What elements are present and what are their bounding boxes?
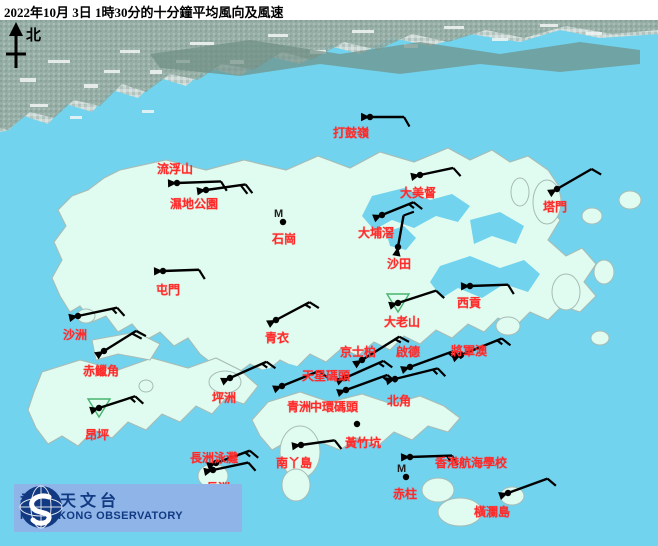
wind-barb (335, 359, 393, 386)
wind-barb (451, 337, 512, 363)
north-arrow-icon (6, 22, 26, 68)
wind-barb (291, 439, 343, 451)
station-label-16: 赤鱲角 (83, 364, 120, 378)
wind-barb (336, 373, 397, 398)
plover-cove (470, 212, 524, 244)
shenzhen-bay (0, 124, 150, 180)
wind-barb (460, 282, 515, 295)
wind-barb (353, 420, 361, 428)
wind-barb (547, 167, 602, 198)
station-label-15: 將軍澳 (451, 344, 488, 358)
outlying-islands (76, 177, 642, 527)
title-bar: 2022年10月 3日 1時30分的十分鐘平均風向及風速 (0, 0, 658, 20)
wind-barb: M (397, 463, 410, 481)
wind-barb (400, 453, 459, 466)
mainland-hills (0, 20, 658, 130)
station-label-18: 北角 (387, 394, 412, 408)
station-label-12: 青衣 (265, 331, 290, 345)
station-label-20: 青洲 (287, 400, 312, 414)
wind-barb (392, 210, 415, 257)
station-label-23: 黃竹坑 (345, 436, 382, 450)
wind-barb (352, 335, 410, 369)
wind-barb (385, 289, 445, 314)
station-label-9: 西貢 (457, 296, 482, 310)
station-label-6: 大埔滘 (358, 226, 395, 240)
station-label-24: 長洲泳灘 (190, 451, 239, 465)
station-label-4: 大美督 (400, 186, 437, 200)
station-label-29: 橫瀾島 (474, 505, 511, 519)
shatin-inlet (386, 226, 416, 250)
station-label-7: 沙田 (387, 257, 412, 271)
station-label-1: 流浮山 (157, 162, 194, 176)
station-label-0: 打鼓嶺 (333, 126, 370, 140)
station-label-14: 啟德 (396, 345, 421, 359)
station-label-2: 濕地公園 (170, 197, 219, 211)
station-label-17: 天星碼頭 (302, 369, 351, 383)
hko-logo: 香港天文台 HONG KONG OBSERVATORY (14, 484, 242, 532)
tolo-harbour (362, 188, 470, 230)
hko-globe-emblem (19, 485, 63, 529)
svg-text:M: M (397, 463, 406, 475)
port-shelter (430, 256, 540, 298)
wind-barb (196, 183, 254, 196)
wind-barb (86, 395, 145, 419)
north-label: 北 (26, 28, 42, 44)
wind-barb (94, 329, 147, 360)
station-label-21: 中環碼頭 (310, 400, 359, 414)
mainland-ridge (150, 40, 640, 76)
station-label-26: 香港航海學校 (435, 456, 508, 470)
wind-barb (266, 301, 320, 328)
page-title: 2022年10月 3日 1時30分的十分鐘平均風向及風速 (4, 5, 284, 20)
wind-barb (68, 306, 126, 322)
map-geography: MM (0, 20, 658, 546)
wind-barb: M (274, 208, 287, 226)
svg-text:M: M (274, 208, 283, 220)
station-label-25: 南丫島 (276, 456, 313, 470)
wind-barb (372, 201, 423, 223)
wind-barb (206, 449, 259, 471)
wind-barb-layer: MM (68, 112, 602, 501)
station-label-13: 京士柏 (340, 345, 377, 359)
wind-barb (361, 112, 411, 128)
wind-barb (153, 267, 206, 280)
station-label-11: 沙洲 (63, 328, 88, 342)
wind-barb (410, 166, 462, 181)
station-label-22: 昂坪 (85, 428, 110, 442)
station-label-19: 坪洲 (212, 391, 237, 405)
station-label-8: 屯門 (156, 283, 181, 297)
station-label-10: 大老山 (384, 315, 421, 329)
wind-barb (203, 461, 257, 476)
wind-barb (167, 179, 228, 192)
wind-barb (272, 369, 329, 394)
wind-barb (220, 360, 277, 386)
station-label-3: 石崗 (272, 232, 297, 246)
wind-barb (498, 477, 557, 501)
station-label-28: 赤柱 (393, 487, 418, 501)
station-label-5: 塔門 (543, 200, 568, 214)
